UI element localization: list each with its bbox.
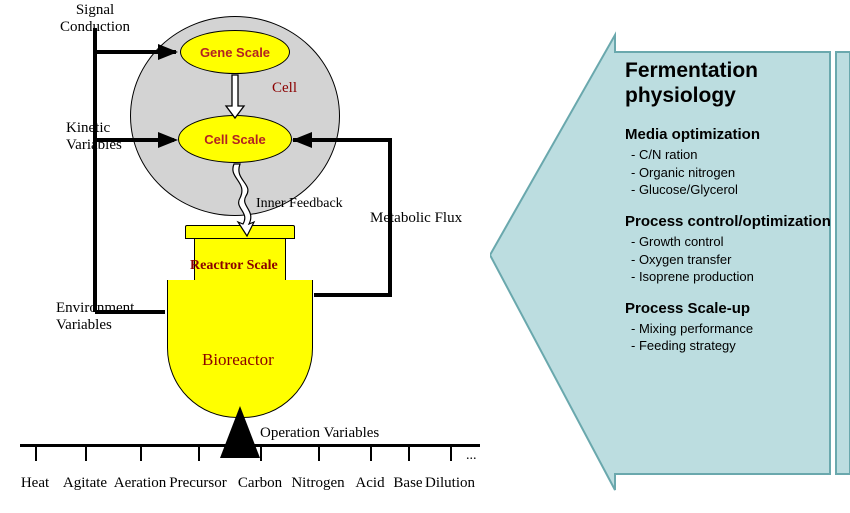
op-tick: [318, 447, 320, 461]
op-tick: [260, 447, 262, 461]
metabolic-flux-label: Metabolic Flux: [370, 210, 462, 227]
environment-variables-label: Environment Variables: [56, 300, 134, 334]
section-item: - Growth control: [631, 233, 845, 251]
section-head: Process control/optimization: [625, 213, 845, 230]
cell-scale-ellipse: Cell Scale: [178, 115, 292, 163]
op-var-label: Nitrogen: [291, 475, 344, 492]
arrow-area: Fermentation physiology Media optimizati…: [490, 30, 850, 490]
section-item: - Organic nitrogen: [631, 164, 845, 182]
reactor-body: [167, 280, 313, 340]
reactor-top: [185, 225, 295, 239]
gene-scale-ellipse: Gene Scale: [180, 30, 290, 74]
op-var-label: Heat: [21, 475, 49, 492]
arrow-content: Fermentation physiology Media optimizati…: [625, 58, 845, 355]
op-tick: [450, 447, 452, 461]
op-tick: [85, 447, 87, 461]
arrow-title: Fermentation physiology: [625, 58, 845, 108]
gene-scale-text: Gene Scale: [200, 45, 270, 60]
diagram-area: Cell Gene Scale Cell Scale Reactror Scal…: [0, 0, 490, 513]
section-head: Process Scale-up: [625, 300, 845, 317]
section-item: - C/N ration: [631, 146, 845, 164]
arrow-sections: Media optimization - C/N ration- Organic …: [625, 126, 845, 354]
kinetic-variables-label: Kinetic Variables: [66, 120, 122, 154]
op-var-label: Acid: [355, 475, 384, 492]
reactor-scale-label: Reactror Scale: [190, 258, 278, 274]
op-tick: [370, 447, 372, 461]
op-tick: [140, 447, 142, 461]
op-tick: [408, 447, 410, 461]
cell-scale-text: Cell Scale: [204, 132, 265, 147]
op-var-label: Base: [393, 475, 422, 492]
cell-label: Cell: [272, 80, 297, 97]
op-var-label: Precursor: [169, 475, 226, 492]
op-tick: [198, 447, 200, 461]
section-head: Media optimization: [625, 126, 845, 143]
section-item: - Glucose/Glycerol: [631, 181, 845, 199]
arrow-title-l2: physiology: [625, 84, 736, 107]
section-item: - Isoprene production: [631, 268, 845, 286]
op-var-label: Aeration: [114, 475, 166, 492]
section-item: - Oxygen transfer: [631, 251, 845, 269]
op-var-label: Dilution: [425, 475, 475, 492]
arrow-title-l1: Fermentation: [625, 59, 758, 82]
op-var-label: Agitate: [63, 475, 107, 492]
reactor-bottom: [167, 336, 313, 418]
op-var-label: Carbon: [238, 475, 282, 492]
section-item: - Feeding strategy: [631, 337, 845, 355]
op-tick: [35, 447, 37, 461]
operation-variables-label: Operation Variables: [260, 425, 379, 442]
inner-feedback-label: Inner Feedback: [256, 196, 343, 212]
bioreactor-label: Bioreactor: [202, 350, 274, 370]
section-item: - Mixing performance: [631, 320, 845, 338]
signal-conduction-label: Signal Conduction: [60, 2, 130, 36]
op-more: ...: [466, 448, 477, 464]
op-axis: [20, 444, 480, 447]
